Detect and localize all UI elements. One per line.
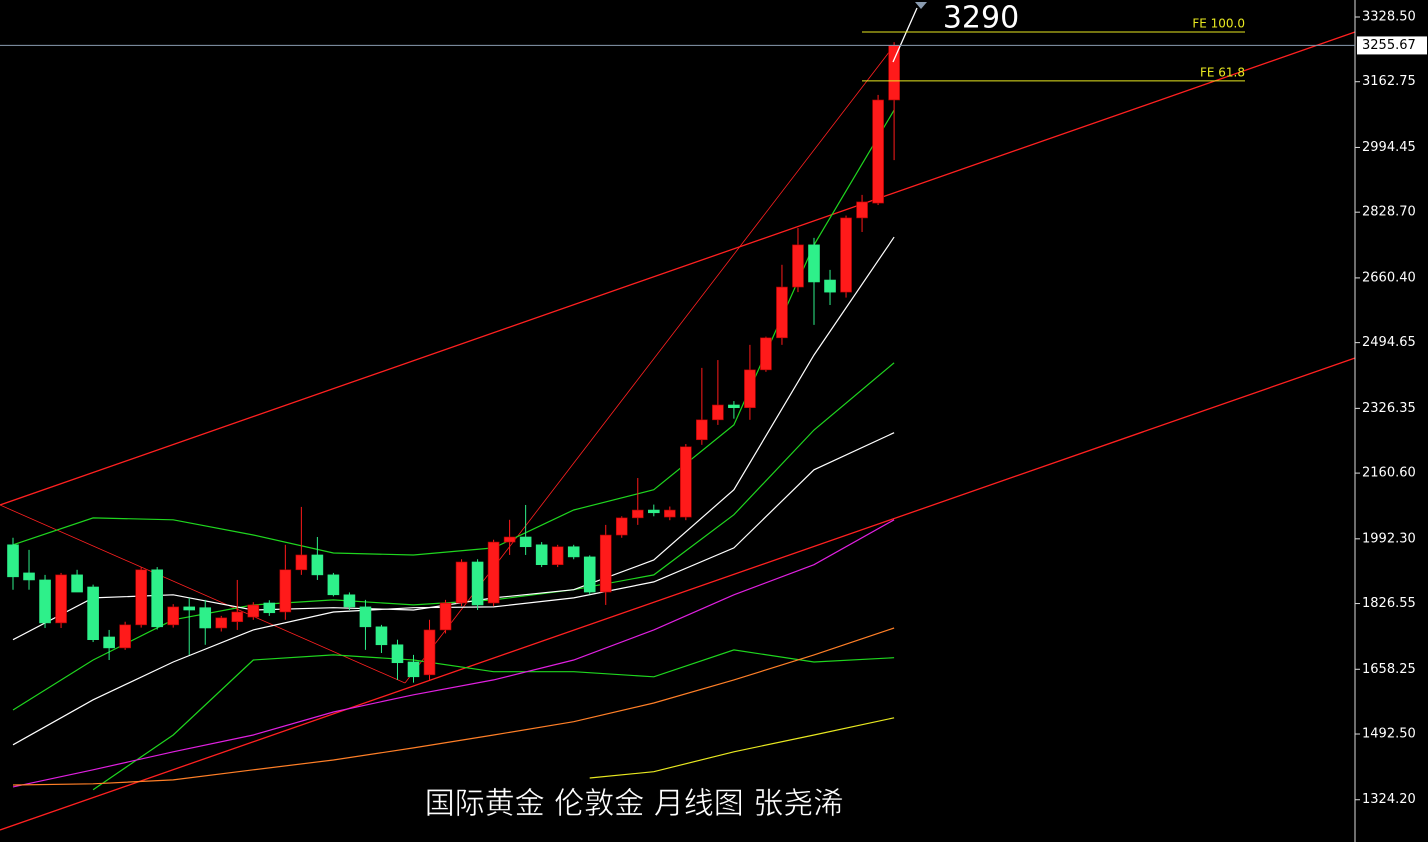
y-tick-label: 1492.50 [1362, 727, 1416, 742]
y-tick-label: 3162.75 [1362, 74, 1416, 89]
y-tick-label: 1826.55 [1362, 596, 1416, 611]
price-label: 3255.67 [1362, 38, 1416, 53]
candle-body [215, 617, 228, 629]
y-tick-label: 2160.60 [1362, 466, 1416, 481]
candle-body [199, 607, 212, 629]
candle-body [247, 604, 260, 618]
candle-body [327, 574, 340, 596]
candle-body [23, 572, 35, 581]
candle-body [535, 544, 548, 566]
indicator-line [12, 432, 895, 746]
projection-line [892, 7, 918, 63]
candle-body [824, 279, 836, 293]
y-tick-label: 2828.70 [1362, 205, 1416, 220]
candle-body [519, 536, 532, 548]
candle-body [487, 541, 500, 604]
candle-body [103, 636, 115, 649]
trend-up [404, 46, 894, 684]
candle-body [680, 446, 692, 518]
candle-body [391, 644, 404, 664]
candle-body [263, 602, 276, 614]
candle-body [503, 536, 516, 543]
candle-body [423, 629, 436, 676]
marks [7, 42, 900, 791]
candle-body [295, 554, 308, 571]
candle-body [119, 624, 131, 649]
candle-body [583, 556, 596, 593]
y-tick-label: 2326.35 [1362, 401, 1416, 416]
candle-body [375, 626, 388, 646]
candle-body [760, 337, 772, 371]
candle-body [647, 509, 660, 514]
candle-body [471, 561, 484, 606]
candle-body [808, 244, 820, 283]
candle-body [696, 419, 708, 441]
candle-body [776, 286, 788, 339]
candle-body [664, 509, 676, 518]
y-tick-label: 1324.20 [1362, 792, 1416, 807]
candle-body [840, 217, 852, 293]
candle-body [856, 201, 868, 219]
y-tick-label: 2994.45 [1362, 140, 1416, 155]
candle-body [551, 546, 564, 566]
y-tick-label: 1992.30 [1362, 531, 1416, 546]
indicator-line [12, 519, 895, 788]
trendlines [0, 31, 1356, 831]
y-tick-label: 2660.40 [1362, 270, 1416, 285]
candle-body [279, 569, 292, 613]
candle-body [455, 561, 468, 604]
target-label: 3290 [943, 1, 1019, 36]
candle-body [439, 602, 452, 631]
candle-body [872, 99, 884, 204]
candle-body [55, 574, 67, 624]
candle-body [792, 244, 804, 288]
y-tick-label: 3328.50 [1362, 9, 1416, 24]
candle-body [888, 45, 900, 101]
candle-body [744, 369, 756, 409]
candle-body [712, 404, 724, 421]
marker [915, 2, 927, 9]
candle-body [87, 586, 99, 641]
price-box [1357, 36, 1427, 55]
indicator-line [589, 717, 895, 779]
candle-body [615, 517, 628, 536]
candle-body [183, 606, 196, 611]
candle-body [151, 569, 163, 628]
fe-label: FE 100.0 [1192, 17, 1245, 31]
trend-down [0, 504, 406, 684]
candle-body [39, 579, 51, 624]
candle-body [343, 594, 356, 608]
candle-body [167, 606, 179, 626]
y-tick-label: 1658.25 [1362, 662, 1416, 677]
candle-body [631, 509, 644, 519]
fe-label: FE 61.8 [1200, 65, 1245, 79]
candle-body [359, 606, 372, 628]
candle-body [728, 404, 740, 409]
candle-body [135, 569, 147, 626]
candle-body [567, 546, 580, 558]
candle-body [407, 661, 420, 678]
indicator-line [92, 649, 895, 791]
chart-title: 国际黄金 伦敦金 月线图 张尧浠 [425, 787, 844, 822]
channel-upper [0, 31, 1356, 506]
candle-body [599, 534, 612, 593]
channel-lower [0, 357, 1356, 831]
y-tick-label: 2494.65 [1362, 335, 1416, 350]
candle-body [71, 574, 83, 593]
candle-body [231, 611, 244, 623]
candle-body [311, 554, 324, 576]
candle-body [7, 544, 19, 578]
indicator-line [12, 627, 895, 786]
